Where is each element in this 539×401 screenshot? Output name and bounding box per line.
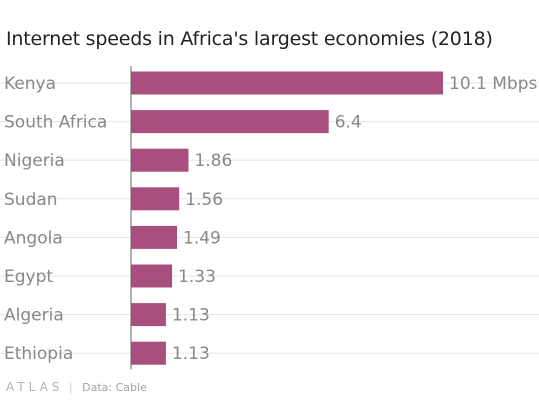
source-name: Cable: [115, 381, 147, 394]
category-label: Egypt: [4, 267, 53, 287]
value-label: 1.13: [172, 306, 210, 326]
category-label: South Africa: [4, 113, 107, 133]
value-label: 1.13: [172, 344, 210, 364]
value-label: 6.4: [335, 113, 362, 133]
category-label: Nigeria: [4, 151, 65, 171]
bar: [131, 341, 166, 365]
category-label: Sudan: [4, 190, 58, 210]
bar: [131, 71, 443, 95]
footer: ATLAS | Data: Cable: [6, 380, 147, 394]
value-label: 10.1 Mbps: [449, 74, 538, 94]
category-label: Kenya: [4, 74, 56, 94]
source-prefix: Data:: [82, 381, 113, 394]
chart-title: Internet speeds in Africa's largest econ…: [6, 28, 493, 50]
bars: [131, 71, 443, 365]
value-label: 1.33: [178, 267, 216, 287]
footer-separator: |: [68, 381, 73, 394]
category-label: Ethiopia: [4, 344, 73, 364]
value-labels: 10.1 Mbps 6.4 1.86 1.56 1.49 1.33 1.13 1.13: [172, 74, 538, 364]
category-label: Algeria: [4, 306, 64, 326]
bar: [131, 148, 189, 172]
bar: [131, 225, 178, 249]
atlas-logo: ATLAS: [6, 380, 64, 394]
bar: [131, 187, 180, 211]
value-label: 1.56: [185, 190, 223, 210]
bar: [131, 264, 173, 288]
bar: [131, 110, 329, 134]
value-label: 1.86: [194, 151, 232, 171]
bar-chart: Kenya South Africa Nigeria Sudan Angola Egypt…: [0, 66, 539, 370]
category-label: Angola: [4, 228, 63, 248]
bar: [131, 303, 166, 327]
value-label: 1.49: [183, 228, 221, 248]
category-labels: Kenya South Africa Nigeria Sudan Angola Egypt…: [4, 74, 107, 364]
